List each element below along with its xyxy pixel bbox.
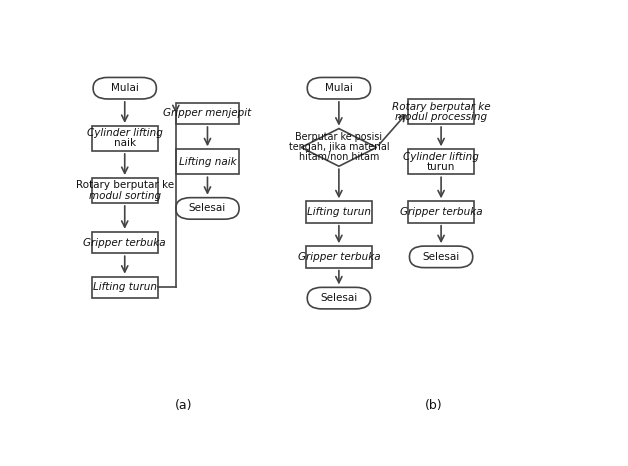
Text: tengah, jika material: tengah, jika material [289,143,389,152]
Text: (a): (a) [175,399,192,412]
Text: Rotary berputar ke: Rotary berputar ke [392,102,490,111]
Text: naik: naik [114,138,136,149]
FancyBboxPatch shape [307,288,371,309]
FancyBboxPatch shape [409,246,473,267]
Text: Berputar ke posisi: Berputar ke posisi [295,132,382,143]
Text: Lifting turun: Lifting turun [93,282,157,292]
FancyBboxPatch shape [408,149,474,174]
FancyBboxPatch shape [408,99,474,124]
FancyBboxPatch shape [176,198,239,219]
FancyBboxPatch shape [176,149,239,174]
Text: Gripper terbuka: Gripper terbuka [298,252,380,262]
FancyBboxPatch shape [307,77,371,99]
Text: Mulai: Mulai [111,83,139,93]
FancyBboxPatch shape [306,201,372,223]
Text: Selesai: Selesai [189,204,226,213]
FancyBboxPatch shape [408,201,474,223]
Text: Gripper menjepit: Gripper menjepit [163,108,252,118]
FancyBboxPatch shape [92,126,158,151]
FancyBboxPatch shape [306,246,372,267]
Text: Lifting naik: Lifting naik [178,157,236,167]
Text: Cylinder lifting: Cylinder lifting [87,129,163,138]
Text: Selesai: Selesai [320,293,357,303]
Text: Cylinder lifting: Cylinder lifting [403,152,479,162]
FancyBboxPatch shape [92,232,158,254]
FancyBboxPatch shape [176,103,239,124]
Text: (b): (b) [425,399,443,412]
FancyBboxPatch shape [93,77,156,99]
Text: turun: turun [427,162,455,172]
Text: Lifting turun: Lifting turun [307,207,371,217]
Text: modul processing: modul processing [395,111,487,122]
Text: Selesai: Selesai [423,252,460,262]
Text: Gripper terbuka: Gripper terbuka [400,207,482,217]
Polygon shape [301,129,377,166]
Text: Gripper terbuka: Gripper terbuka [84,238,166,247]
FancyBboxPatch shape [92,277,158,298]
Text: hitam/non hitam: hitam/non hitam [299,152,379,163]
FancyBboxPatch shape [92,178,158,203]
Text: modul sorting: modul sorting [89,191,161,200]
Text: Mulai: Mulai [325,83,353,93]
Text: Rotary berputar ke: Rotary berputar ke [76,180,174,191]
